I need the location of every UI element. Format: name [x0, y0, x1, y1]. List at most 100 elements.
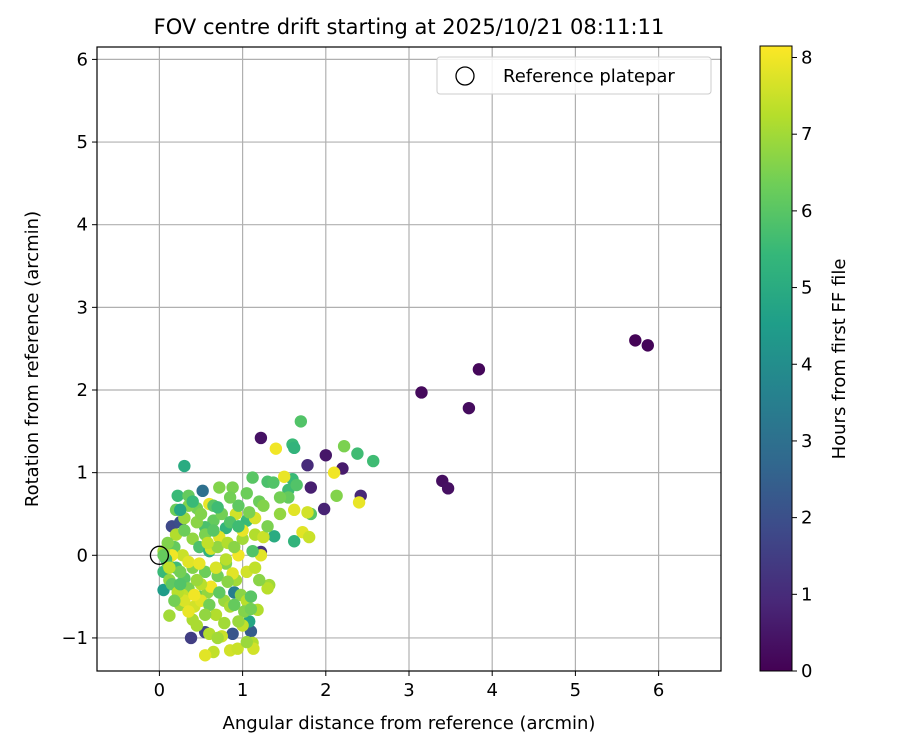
data-point [186, 495, 199, 508]
data-point [223, 491, 237, 504]
data-point [194, 507, 208, 521]
data-point [232, 520, 245, 533]
data-point [171, 489, 184, 502]
data-point [351, 447, 364, 460]
data-point [193, 557, 206, 570]
data-point [157, 549, 170, 562]
data-point [302, 530, 316, 544]
data-point [190, 573, 204, 587]
data-point [240, 487, 253, 500]
colorbar-tick-label: 7 [801, 124, 812, 145]
data-point [188, 588, 201, 602]
y-tick-label: 2 [77, 380, 88, 401]
data-point [273, 507, 287, 521]
data-point [174, 578, 187, 591]
data-point [269, 442, 283, 455]
data-point [174, 503, 187, 517]
data-point [287, 441, 301, 455]
data-point [207, 524, 220, 537]
colorbar-ticks: 0 1 2 3 4 5 6 7 8 [792, 48, 812, 682]
data-point [294, 415, 308, 428]
data-point [317, 502, 331, 516]
data-point [182, 555, 195, 569]
data-point [182, 605, 195, 618]
data-point [253, 573, 266, 587]
colorbar-tick-label: 5 [801, 278, 812, 299]
data-point [240, 635, 253, 649]
data-point [278, 470, 291, 483]
data-point [178, 459, 191, 473]
data-point [178, 594, 191, 607]
x-tick-label: 4 [486, 680, 497, 701]
legend-box [436, 56, 712, 95]
data-point [268, 530, 281, 543]
x-tick-label: 6 [653, 680, 664, 701]
data-point [207, 514, 220, 527]
data-point [641, 339, 654, 352]
data-point [330, 489, 343, 502]
data-point [201, 536, 214, 550]
data-point [198, 649, 212, 662]
grid-lines [97, 47, 721, 671]
data-point [219, 553, 233, 566]
y-tick-label: 4 [77, 215, 88, 236]
data-point [190, 619, 204, 632]
data-point [304, 481, 318, 494]
data-point [209, 608, 223, 621]
data-point [254, 431, 268, 445]
data-point [232, 499, 245, 512]
data-point [218, 616, 231, 630]
data-point [211, 540, 224, 554]
x-tick-label: 2 [320, 680, 331, 701]
data-point [352, 496, 366, 509]
colorbar-tick-label: 0 [801, 661, 812, 682]
y-tick-label: 0 [77, 545, 88, 566]
y-tick-label: 5 [77, 132, 88, 153]
data-point [472, 363, 486, 376]
colorbar-tick-label: 1 [801, 584, 812, 605]
x-tick-label: 5 [570, 680, 581, 701]
reference-platepar-marker [149, 545, 170, 565]
data-point [213, 586, 226, 599]
data-point [168, 594, 181, 607]
data-point [226, 627, 239, 641]
data-point [211, 631, 224, 645]
data-point [186, 532, 199, 545]
data-point [203, 598, 216, 612]
y-tick-label: −1 [61, 628, 88, 649]
data-point [415, 386, 428, 399]
x-tick-label: 3 [403, 680, 414, 701]
data-point [163, 561, 176, 574]
data-point [226, 481, 239, 494]
data-point [184, 631, 198, 645]
y-axis-label: Rotation from reference (arcmin) [22, 211, 43, 507]
y-axis-ticks: −1 0 1 2 3 4 5 6 [61, 49, 97, 649]
x-axis-ticks: 0 1 2 3 4 5 6 [154, 671, 664, 701]
data-point [327, 466, 341, 479]
data-point [248, 561, 262, 574]
data-point [232, 615, 245, 628]
chart-title: FOV centre drift starting at 2025/10/21 … [154, 15, 665, 39]
data-point [246, 471, 259, 484]
data-point [301, 459, 314, 472]
legend-label: Reference platepar [503, 66, 675, 87]
data-point [178, 524, 191, 537]
data-point [161, 536, 174, 550]
data-point [244, 590, 258, 603]
data-point [163, 609, 176, 622]
y-tick-label: 3 [77, 297, 88, 318]
data-point [174, 565, 187, 579]
x-axis-label: Angular distance from reference (arcmin) [223, 713, 596, 734]
colorbar-tick-label: 6 [801, 201, 812, 222]
data-point [221, 575, 234, 588]
legend: Reference platepar [436, 56, 712, 95]
data-point [257, 530, 270, 544]
data-point [228, 598, 241, 612]
data-point [231, 642, 244, 655]
colorbar [759, 45, 793, 672]
data-point [211, 501, 224, 514]
data-point [290, 478, 303, 492]
data-point [267, 476, 280, 489]
data-point [244, 602, 258, 616]
